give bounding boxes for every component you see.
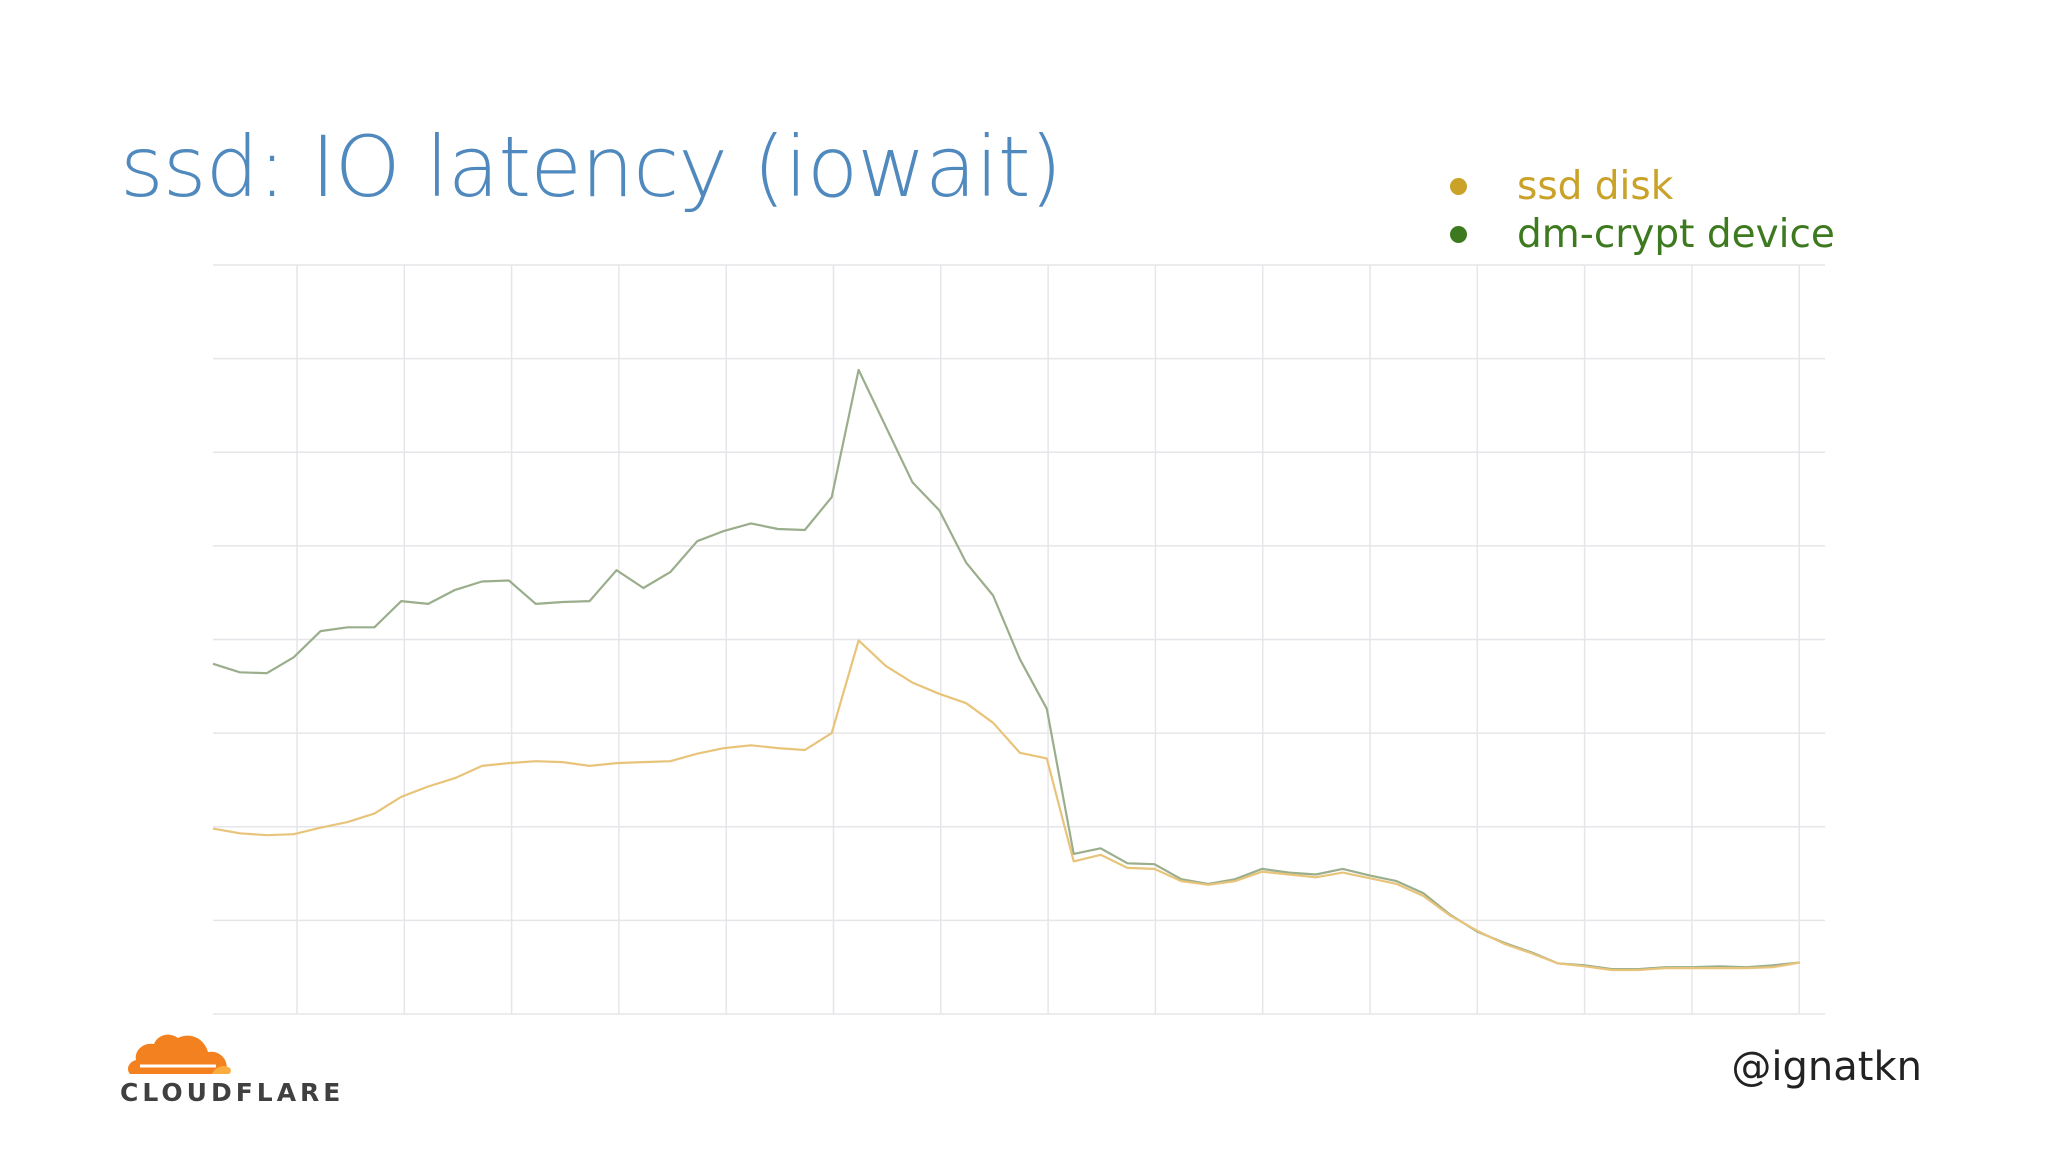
author-handle: @ignatkn <box>1731 1044 1922 1090</box>
legend-item-ssd-disk: ssd disk <box>1438 162 1835 210</box>
legend-label-ssd-disk: ssd disk <box>1517 163 1674 209</box>
legend-label-dm-crypt-device: dm-crypt device <box>1517 211 1835 257</box>
cloudflare-logo-text: CLOUDFLARE <box>120 1078 345 1107</box>
chart-legend: ssd disk dm-crypt device <box>1438 162 1835 258</box>
series-line-ssd-disk <box>212 639 1801 972</box>
chart-grid <box>213 264 1825 1015</box>
cloud-icon <box>128 1034 231 1074</box>
series-line-dm-crypt-device <box>212 368 1801 971</box>
chart-series <box>212 368 1801 972</box>
slide-title: ssd: IO latency (iowait) <box>120 118 1062 216</box>
legend-item-dm-crypt-device: dm-crypt device <box>1438 210 1835 258</box>
legend-marker-ssd-disk <box>1450 177 1467 195</box>
legend-marker-dm-crypt-device <box>1450 225 1467 243</box>
